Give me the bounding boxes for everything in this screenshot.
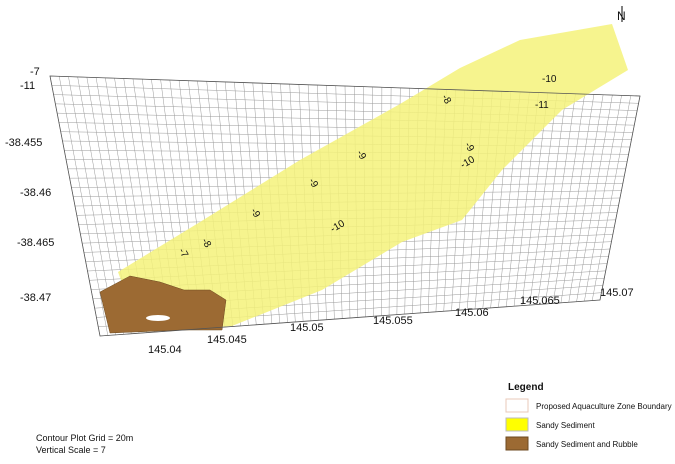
y-label: -7 (30, 66, 40, 78)
x-label: 145.065 (520, 295, 560, 307)
note: Vertical Scale = 7 (36, 445, 106, 455)
y-label: -38.47 (20, 292, 51, 304)
legend-item: Sandy Sediment and Rubble (536, 440, 638, 449)
x-label: 145.06 (455, 307, 489, 319)
x-label: 145.055 (373, 315, 413, 327)
x-label: 145.07 (600, 287, 634, 299)
legend-swatch (505, 436, 529, 451)
x-label: 145.05 (290, 322, 324, 334)
contour-label: -11 (535, 100, 549, 111)
x-label: 145.045 (207, 334, 247, 346)
legend-item: Proposed Aquaculture Zone Boundary (536, 402, 672, 411)
contour-label: -10 (542, 74, 557, 85)
north-arrow: N (617, 6, 626, 23)
legend-title: Legend (508, 382, 544, 393)
legend-swatch (505, 417, 529, 432)
rubble-area (99, 275, 227, 334)
legend: Legend Proposed Aquaculture Zone Boundar… (505, 382, 672, 451)
x-label: 145.04 (148, 344, 182, 356)
y-label: -38.465 (17, 237, 54, 249)
y-label: -38.455 (5, 137, 42, 149)
legend-item: Sandy Sediment (536, 421, 595, 430)
north-label: N (617, 9, 626, 23)
note: Contour Plot Grid = 20m (36, 433, 133, 443)
y-label: -11 (20, 80, 35, 92)
legend-swatch (505, 398, 529, 413)
y-label: -38.46 (20, 187, 51, 199)
plot-frame (49, 75, 641, 337)
rubble-gap (146, 315, 170, 321)
sandy-sediment-area (118, 24, 628, 332)
